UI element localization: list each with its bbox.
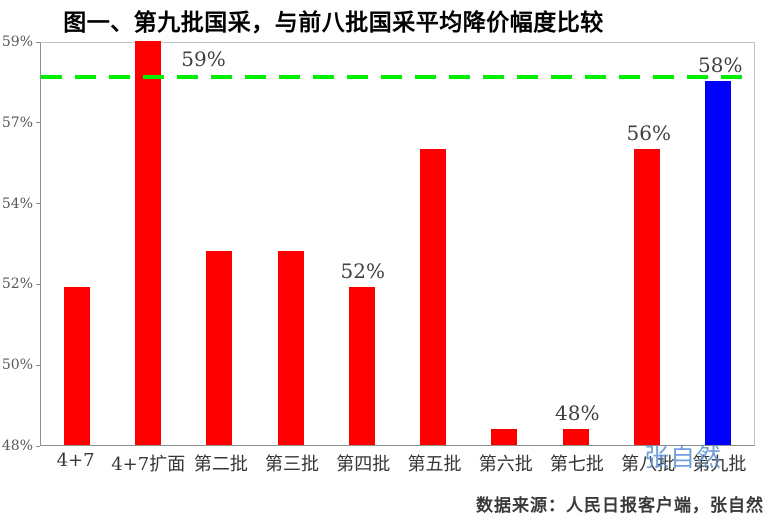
y-tick-label: 50% — [1, 357, 33, 374]
bar-slot — [540, 43, 611, 445]
y-tick-label: 57% — [1, 114, 33, 131]
x-category-label: 4+7 — [56, 450, 95, 471]
bar-slot — [683, 43, 754, 445]
bar — [277, 251, 304, 445]
y-tick-mark — [36, 122, 40, 124]
bar-value-label: 52% — [340, 259, 385, 284]
x-category-label: 第四批 — [336, 454, 391, 475]
plot-area: 59% 52% 48% 56% 58% — [40, 41, 755, 446]
bar — [63, 287, 90, 445]
bar-value-label: 58% — [698, 53, 743, 78]
x-category-label: 第九批 — [692, 454, 747, 475]
y-tick-label: 52% — [1, 276, 33, 293]
y-tick-mark — [36, 364, 40, 366]
bar-slot — [184, 43, 255, 445]
bar-slot — [255, 43, 326, 445]
bar — [634, 148, 661, 445]
bar-slot — [397, 43, 468, 445]
bar — [348, 287, 375, 445]
reference-line — [41, 75, 754, 80]
bar-value-label: 56% — [626, 120, 671, 145]
bar-slot — [611, 43, 682, 445]
chart-title: 图一、第九批国采，与前八批国采平均降价幅度比较 — [63, 9, 604, 35]
bar-slot — [469, 43, 540, 445]
bar-slot — [326, 43, 397, 445]
x-category-label: 第八批 — [621, 454, 676, 475]
bars — [41, 41, 754, 445]
bar — [562, 428, 589, 445]
x-category-label: 4+7扩面 — [111, 454, 186, 475]
x-category-label: 第二批 — [193, 454, 248, 475]
x-axis: 4+7 4+7扩面 第二批 第三批 第四批 第五批 第六批 第七批 第八批 第九批 — [40, 450, 755, 476]
y-axis: 59% 57% 54% 52% 50% 48% — [0, 34, 40, 454]
y-tick-label: 54% — [1, 195, 33, 212]
bar — [206, 251, 233, 445]
y-tick-mark — [36, 41, 40, 43]
y-tick-label: 59% — [1, 34, 33, 50]
bar — [491, 428, 518, 445]
bar-value-label: 59% — [181, 47, 226, 71]
bar-slot — [41, 43, 112, 445]
x-category-label: 第五批 — [407, 454, 462, 475]
y-tick-mark — [36, 283, 40, 285]
bar — [134, 41, 161, 445]
bar-slot — [112, 41, 183, 445]
watermark: 张自然 — [644, 443, 723, 472]
x-category-label: 第六批 — [478, 454, 533, 475]
bar — [420, 148, 447, 445]
x-category-label: 第七批 — [549, 454, 604, 475]
y-tick-mark — [36, 445, 40, 447]
source-caption: 数据来源：人民日报客户端，张自然 — [476, 496, 764, 516]
bar-value-label: 48% — [555, 400, 600, 425]
bar — [705, 81, 732, 445]
x-category-label: 第三批 — [265, 454, 320, 475]
y-tick-mark — [36, 203, 40, 205]
y-tick-label: 48% — [1, 438, 33, 454]
